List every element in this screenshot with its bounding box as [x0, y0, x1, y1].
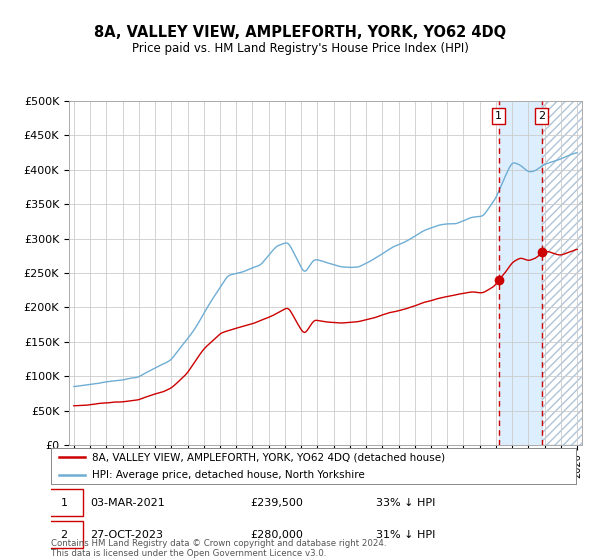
- Bar: [499, 101, 542, 445]
- Text: 2: 2: [538, 111, 545, 121]
- FancyBboxPatch shape: [46, 521, 83, 548]
- Text: 1: 1: [61, 498, 68, 507]
- Text: 8A, VALLEY VIEW, AMPLEFORTH, YORK, YO62 4DQ: 8A, VALLEY VIEW, AMPLEFORTH, YORK, YO62 …: [94, 25, 506, 40]
- Text: HPI: Average price, detached house, North Yorkshire: HPI: Average price, detached house, Nort…: [92, 470, 365, 480]
- Text: 31% ↓ HPI: 31% ↓ HPI: [377, 530, 436, 539]
- Text: £280,000: £280,000: [251, 530, 304, 539]
- Text: Price paid vs. HM Land Registry's House Price Index (HPI): Price paid vs. HM Land Registry's House …: [131, 42, 469, 55]
- Bar: [542, 101, 585, 445]
- Text: Contains HM Land Registry data © Crown copyright and database right 2024.
This d: Contains HM Land Registry data © Crown c…: [51, 539, 386, 558]
- Text: £239,500: £239,500: [251, 498, 304, 507]
- FancyBboxPatch shape: [46, 489, 83, 516]
- Text: 27-OCT-2023: 27-OCT-2023: [91, 530, 163, 539]
- Text: 1: 1: [495, 111, 502, 121]
- Text: 8A, VALLEY VIEW, AMPLEFORTH, YORK, YO62 4DQ (detached house): 8A, VALLEY VIEW, AMPLEFORTH, YORK, YO62 …: [92, 452, 445, 462]
- Text: 03-MAR-2021: 03-MAR-2021: [91, 498, 165, 507]
- Text: 2: 2: [61, 530, 68, 539]
- Text: 33% ↓ HPI: 33% ↓ HPI: [377, 498, 436, 507]
